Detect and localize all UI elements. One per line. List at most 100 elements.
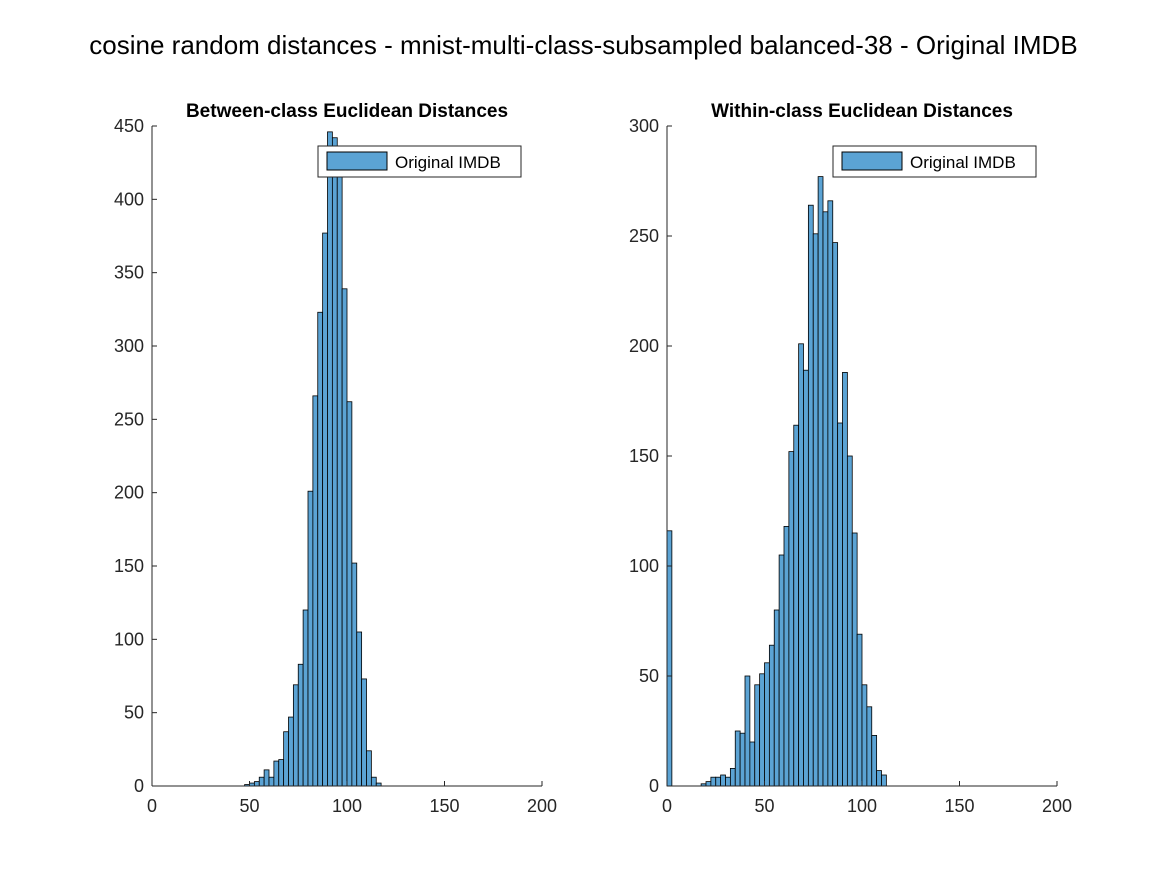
- y-tick-label: 100: [114, 629, 144, 649]
- y-tick-label: 250: [114, 409, 144, 429]
- legend-swatch: [841, 151, 903, 171]
- histogram-bar: [346, 401, 353, 787]
- histogram-bar: [258, 776, 265, 787]
- x-tick-label: 150: [944, 796, 974, 816]
- histogram-bar: [807, 204, 814, 787]
- histogram-bar: [341, 288, 348, 787]
- y-tick-label: 400: [114, 189, 144, 209]
- histogram-bar: [729, 768, 736, 787]
- histogram-bar: [788, 451, 795, 787]
- histogram-bar: [283, 731, 289, 787]
- histogram-bar: [666, 530, 673, 787]
- histogram-bar: [268, 776, 275, 787]
- y-tick-label: 0: [649, 776, 659, 796]
- x-tick-label: 100: [332, 796, 362, 816]
- x-tick-label: 200: [527, 796, 557, 816]
- histogram-bar: [832, 242, 839, 787]
- between-class-histogram: 0 50 100 150 200 0 50 100 150 200 250 300 350 400 450…: [114, 101, 557, 816]
- histogram-bar: [881, 774, 887, 787]
- y-tick-label: 300: [629, 116, 659, 136]
- histogram-bar: [744, 675, 751, 787]
- chart-title: Within-class Euclidean Distances: [711, 101, 1013, 122]
- x-ticks-group: 0 50 100 150 200: [147, 781, 557, 816]
- histogram-bar: [856, 633, 863, 787]
- histogram-bar: [861, 684, 868, 787]
- histogram-bar: [798, 343, 804, 787]
- histogram-bar: [720, 774, 726, 787]
- legend: Original IMDB: [832, 145, 1037, 178]
- within-class-histogram: 0 50 100 150 200 0 50 100 150 200 250 300 Within-c…: [629, 101, 1072, 816]
- histogram-bar: [773, 609, 780, 787]
- histogram-bar: [734, 730, 741, 787]
- histogram-bar: [754, 684, 761, 787]
- histogram-bar: [327, 131, 333, 787]
- y-tick-label: 150: [629, 446, 659, 466]
- histogram-bar: [312, 395, 319, 787]
- legend-label: Original IMDB: [910, 153, 1016, 172]
- histogram-bar: [302, 609, 309, 787]
- histogram-bar: [278, 759, 285, 787]
- y-tick-label: 50: [639, 666, 659, 686]
- histogram-bar: [866, 706, 873, 787]
- histogram-bar: [705, 781, 712, 787]
- y-ticks-group: 0 50 100 150 200 250 300: [629, 116, 672, 796]
- y-tick-label: 200: [114, 483, 144, 503]
- histogram-bar: [842, 371, 848, 787]
- histogram-bar: [331, 137, 338, 787]
- histogram-bar: [253, 781, 260, 787]
- histogram-bar: [764, 662, 770, 787]
- histogram-bar: [710, 776, 717, 787]
- histogram-bar: [812, 233, 819, 787]
- histogram-bar: [768, 644, 775, 787]
- y-tick-label: 300: [114, 336, 144, 356]
- histogram-bar: [739, 732, 746, 787]
- histogram-bar: [288, 716, 294, 787]
- x-tick-label: 100: [847, 796, 877, 816]
- histogram-bar: [263, 769, 270, 787]
- y-tick-label: 150: [114, 556, 144, 576]
- histogram-bar: [783, 526, 790, 787]
- histogram-bar: [317, 311, 324, 787]
- legend-swatch: [326, 151, 388, 171]
- y-tick-label: 0: [134, 776, 144, 796]
- histogram-bar: [366, 750, 372, 787]
- y-tick-label: 100: [629, 556, 659, 576]
- histogram-bar: [292, 684, 299, 787]
- histogram-bar: [361, 678, 367, 787]
- x-tick-label: 50: [239, 796, 259, 816]
- chart-title: Between-class Euclidean Distances: [186, 101, 508, 122]
- y-tick-label: 250: [629, 226, 659, 246]
- histogram-bar: [351, 562, 358, 787]
- bars-group: [152, 131, 503, 787]
- y-ticks-group: 0 50 100 150 200 250 300 350 400 450: [114, 116, 157, 796]
- histogram-bar: [876, 770, 882, 787]
- histogram-bar: [759, 673, 765, 787]
- y-tick-label: 350: [114, 263, 144, 283]
- histogram-bar: [827, 200, 834, 787]
- x-tick-label: 150: [429, 796, 459, 816]
- histogram-bar: [851, 532, 858, 787]
- x-tick-label: 50: [754, 796, 774, 816]
- histogram-bar: [793, 424, 800, 787]
- y-tick-label: 50: [124, 703, 144, 723]
- x-tick-label: 200: [1042, 796, 1072, 816]
- figure-title: cosine random distances - mnist-multi-cl…: [89, 30, 1078, 60]
- histogram-bar: [822, 211, 829, 787]
- x-ticks-group: 0 50 100 150 200: [662, 781, 1072, 816]
- legend: Original IMDB: [317, 145, 522, 178]
- y-tick-label: 450: [114, 116, 144, 136]
- histogram-bar: [273, 760, 280, 787]
- histogram-bar: [837, 422, 843, 787]
- histogram-bar: [871, 735, 878, 787]
- histogram-bar: [356, 631, 363, 787]
- histogram-bar: [322, 232, 328, 787]
- histogram-bar: [778, 554, 785, 787]
- histogram-bar: [749, 741, 756, 787]
- histogram-bar: [725, 776, 731, 787]
- histogram-bar: [370, 776, 377, 787]
- y-tick-label: 200: [629, 336, 659, 356]
- histogram-bar: [817, 176, 824, 787]
- histogram-bar: [307, 490, 314, 787]
- histogram-bar: [297, 663, 304, 787]
